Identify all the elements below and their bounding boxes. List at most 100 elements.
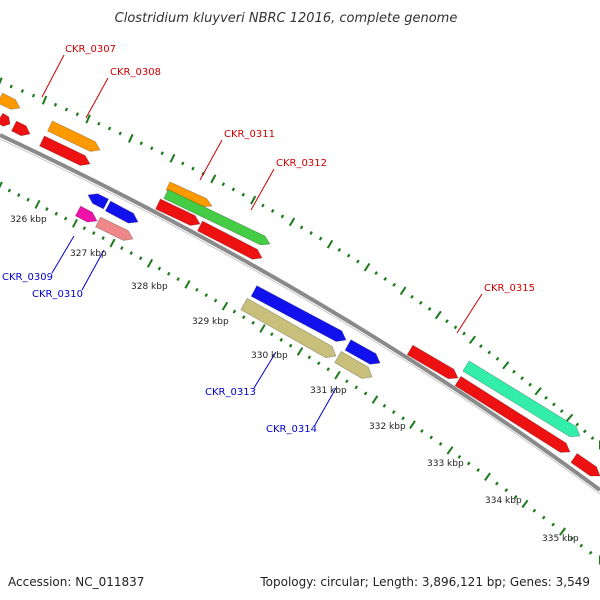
outer-tick-mark xyxy=(427,306,432,311)
gene-label[interactable]: CKR_0307 xyxy=(65,44,116,55)
outer-tick-mark xyxy=(75,112,80,117)
gene-feature-arrow[interactable] xyxy=(155,198,201,226)
gene-feature-arrow[interactable] xyxy=(47,120,101,152)
gene-feature-arrow[interactable] xyxy=(0,92,21,110)
inner-tick-mark xyxy=(232,309,237,314)
outer-tick-mark xyxy=(434,310,442,320)
gene-feature-arrow[interactable] xyxy=(0,112,11,127)
outer-tick-mark xyxy=(160,151,164,156)
outer-tick-mark xyxy=(520,376,524,381)
inner-tick-mark xyxy=(45,207,49,211)
gene-leader-line xyxy=(41,54,65,98)
gene-feature-arrow[interactable] xyxy=(462,360,581,438)
inner-tick-mark xyxy=(241,315,246,320)
inner-tick-mark xyxy=(0,181,3,189)
kbp-label: 331 kbp xyxy=(310,386,347,396)
gene-feature-arrow[interactable] xyxy=(104,200,139,224)
outer-tick-mark xyxy=(318,236,323,241)
outer-tick-mark xyxy=(97,121,101,126)
gene-label[interactable]: CKR_0312 xyxy=(276,158,327,169)
gene-feature-arrow[interactable] xyxy=(196,220,263,260)
outer-tick-mark xyxy=(0,77,3,85)
gene-feature-arrow[interactable] xyxy=(163,188,271,246)
gene-feature-arrow[interactable] xyxy=(570,452,600,477)
inner-tick-mark xyxy=(109,238,116,248)
inner-tick-mark xyxy=(17,193,21,198)
inner-tick-mark xyxy=(195,287,199,292)
outer-tick-mark xyxy=(288,217,296,227)
outer-tick-mark xyxy=(383,276,388,281)
gene-feature-arrow[interactable] xyxy=(39,135,91,166)
outer-tick-mark xyxy=(20,89,25,93)
gene-feature-arrow[interactable] xyxy=(95,216,134,241)
inner-tick-mark xyxy=(92,231,96,236)
outer-tick-mark xyxy=(582,429,587,434)
gene-label[interactable]: CKR_0311 xyxy=(224,129,275,140)
outer-tick-mark xyxy=(210,174,217,184)
map-title: Clostridium kluyveri NBRC 12016, complet… xyxy=(115,11,458,26)
gene-features[interactable] xyxy=(0,92,600,477)
outer-tick-mark xyxy=(107,126,112,131)
inner-tick-mark xyxy=(345,379,349,384)
gene-label[interactable]: CKR_0314 xyxy=(266,424,317,435)
inner-tick-mark xyxy=(334,370,341,380)
outer-tick-mark xyxy=(150,146,154,151)
outer-tick-mark xyxy=(169,153,176,163)
inner-tick-mark xyxy=(466,461,471,466)
gene-feature-arrow[interactable] xyxy=(74,205,98,223)
outer-tick-mark xyxy=(127,133,134,143)
gene-label[interactable]: CKR_0310 xyxy=(32,289,83,300)
inner-tick-mark xyxy=(146,258,154,268)
outer-tick-mark xyxy=(462,331,466,336)
outer-tick-mark xyxy=(261,203,265,208)
gene-label[interactable]: CKR_0308 xyxy=(110,67,161,78)
inner-tick-mark xyxy=(570,536,574,541)
outer-tick-mark xyxy=(270,208,275,213)
outer-tick-mark xyxy=(552,402,556,407)
inner-tick-mark xyxy=(363,391,368,396)
gene-label[interactable]: CKR_0313 xyxy=(205,387,256,398)
outer-tick-mark xyxy=(346,253,351,258)
outer-tick-mark xyxy=(534,387,542,396)
outer-tick-mark xyxy=(9,84,13,89)
gene-feature-arrow[interactable] xyxy=(334,350,373,379)
inner-tick-mark xyxy=(476,468,480,473)
inner-tick-mark xyxy=(438,441,443,446)
backbone-shadow-line xyxy=(0,138,600,495)
outer-tick-mark xyxy=(241,192,245,197)
inner-tick-mark xyxy=(288,343,293,348)
inner-tick-mark xyxy=(167,271,171,276)
inner-tick-mark xyxy=(270,332,274,337)
inner-tick-mark xyxy=(221,301,229,311)
backbone-line xyxy=(0,133,600,492)
gene-feature-arrow[interactable] xyxy=(240,297,337,359)
kbp-label: 327 kbp xyxy=(70,249,107,259)
outer-tick-mark xyxy=(280,214,285,219)
gene-label[interactable]: CKR_0309 xyxy=(2,272,53,283)
inner-tick-mark xyxy=(504,488,509,493)
gene-feature-arrow[interactable] xyxy=(250,285,347,342)
gene-leader-line xyxy=(85,77,109,119)
outer-tick-mark xyxy=(468,335,477,344)
gene-feature-arrow[interactable] xyxy=(454,375,571,453)
outer-tick-mark xyxy=(356,259,360,264)
inner-tick-mark xyxy=(316,361,321,366)
outer-tick-mark xyxy=(575,422,580,427)
inner-tick-mark xyxy=(382,403,387,408)
inner-tick-mark xyxy=(532,508,537,513)
gene-feature-arrow[interactable] xyxy=(87,193,110,210)
outer-tick-mark xyxy=(528,382,532,387)
outer-tick-mark xyxy=(453,325,458,330)
gene-label[interactable]: CKR_0315 xyxy=(484,283,535,294)
inner-tick-mark xyxy=(391,410,396,414)
gene-feature-arrow[interactable] xyxy=(10,120,31,137)
inner-tick-mark xyxy=(457,454,462,459)
genome-summary-text: Topology: circular; Length: 3,896,121 bp… xyxy=(260,575,590,589)
kbp-label: 326 kbp xyxy=(10,215,47,225)
outer-tick-mark xyxy=(544,395,548,400)
inner-tick-mark xyxy=(541,515,546,520)
inner-tick-mark xyxy=(72,218,78,228)
gene-feature-arrow[interactable] xyxy=(406,344,459,380)
gene-labels[interactable]: CKR_0307 CKR_0308 CKR_0311 CKR_0312 CKR_0315… xyxy=(2,44,535,435)
gene-feature-arrow[interactable] xyxy=(344,339,381,365)
